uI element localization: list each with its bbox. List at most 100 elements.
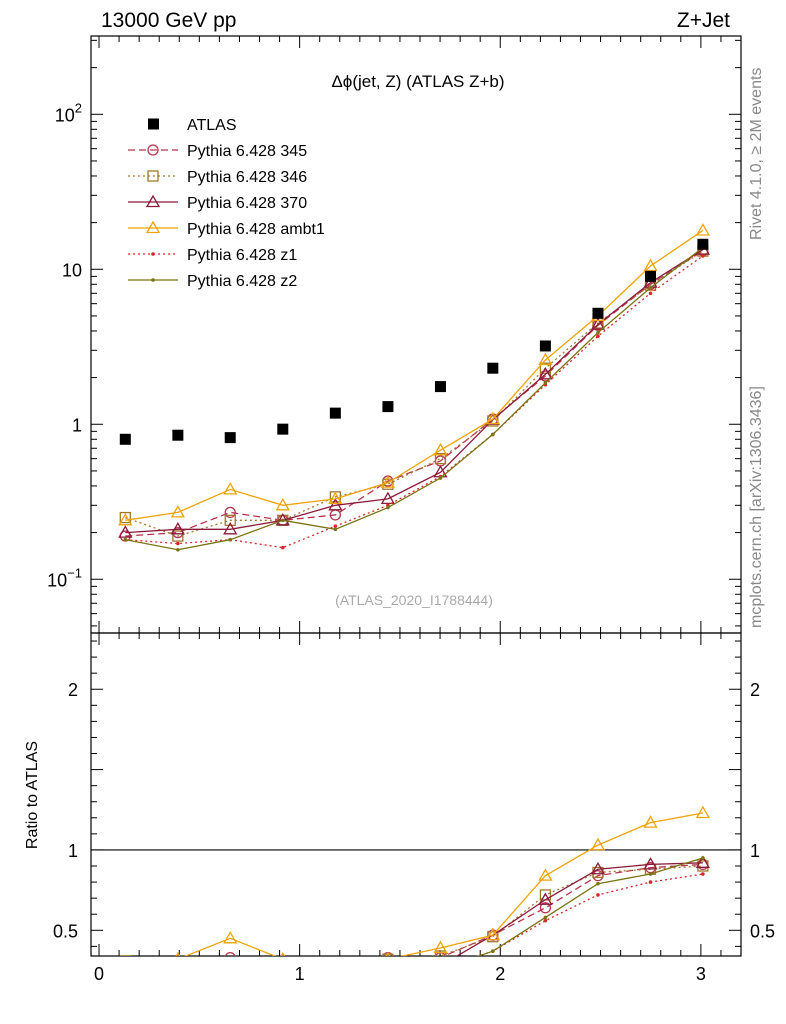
ratio-series — [119, 805, 711, 982]
data-point — [280, 518, 285, 523]
atlas-data-point — [592, 307, 604, 319]
ratio-axis-ticks: 2 2 1 1 0.5 0.5 — [53, 633, 775, 956]
data-point — [439, 967, 443, 971]
ratio-y-tick-label-right: 0.5 — [750, 921, 775, 941]
data-point — [124, 973, 128, 977]
data-point — [543, 915, 548, 920]
data-point — [386, 973, 390, 977]
data-point — [328, 497, 343, 511]
data-point — [438, 476, 443, 480]
atlas-data-point — [119, 433, 131, 445]
data-point — [147, 144, 159, 156]
data-point — [176, 541, 180, 546]
legend: ATLAS Pythia 6.428 345 Pythia 6.428 346 Pyt… — [128, 117, 325, 290]
data-point — [433, 940, 448, 954]
data-point — [695, 223, 711, 236]
legend-label: Pythia 6.428 346 — [187, 169, 307, 186]
legend-label: Pythia 6.428 z2 — [187, 273, 297, 290]
data-point — [170, 522, 185, 535]
data-point — [648, 880, 653, 884]
data-point — [228, 973, 232, 977]
data-point — [386, 972, 390, 976]
x-tick-label: 0 — [94, 964, 104, 984]
data-point — [596, 881, 600, 886]
data-point — [648, 291, 653, 296]
ratio-y-tick-label: 1 — [68, 841, 78, 861]
data-point — [170, 505, 185, 518]
data-point — [145, 194, 161, 208]
atlas-data-point — [172, 429, 184, 441]
energy-label: 13000 GeV pp — [101, 9, 236, 32]
data-point — [280, 545, 285, 550]
data-point — [120, 967, 130, 977]
plot-title: Δϕ(jet, Z) (ATLAS Z+b) — [331, 72, 504, 91]
data-point — [330, 970, 340, 980]
data-point — [176, 977, 180, 981]
data-point — [538, 868, 553, 881]
data-point — [224, 514, 236, 526]
atlas-data-point — [487, 362, 499, 374]
data-point — [278, 964, 288, 974]
ratio-line — [184, 812, 704, 956]
data-point — [643, 258, 658, 272]
data-point — [172, 530, 184, 542]
data-point — [275, 497, 290, 511]
series-line — [125, 255, 704, 549]
legend-label: Pythia 6.428 ambt1 — [187, 221, 325, 238]
data-point — [439, 967, 443, 971]
data-point — [119, 964, 131, 975]
ratio-y-tick-label: 0.5 — [53, 921, 78, 941]
data-point — [380, 475, 396, 488]
data-point — [329, 960, 341, 971]
x-tick-label: 3 — [696, 964, 706, 984]
atlas-data-point — [645, 270, 657, 282]
rivet-label: Rivet 4.1.0, ≥ 2M events — [748, 68, 765, 240]
data-point — [485, 927, 500, 941]
data-point — [119, 511, 131, 524]
data-point — [223, 522, 238, 535]
main-series — [118, 223, 711, 552]
data-point — [491, 432, 495, 437]
data-point — [596, 330, 600, 335]
x-tick-labels: 0 1 2 3 — [94, 964, 706, 984]
ratio-line — [455, 862, 703, 956]
legend-label: Pythia 6.428 345 — [187, 143, 307, 160]
ratio-line — [429, 865, 703, 956]
series-line — [125, 247, 704, 551]
x-tick-label: 1 — [295, 964, 305, 984]
data-point — [224, 506, 236, 519]
data-point — [434, 950, 447, 956]
ratio-y-tick-label-right: 1 — [750, 841, 760, 861]
legend-label: Pythia 6.428 z1 — [187, 247, 297, 264]
data-point — [172, 964, 184, 975]
data-point — [124, 955, 126, 956]
legend-label: ATLAS — [187, 117, 237, 134]
data-point — [173, 967, 183, 977]
atlas-data-point — [329, 407, 341, 419]
ratio-y-label: Ratio to ATLAS — [24, 741, 41, 849]
data-point — [334, 978, 338, 982]
data-point — [225, 959, 235, 969]
data-point — [590, 317, 606, 330]
ratio-line — [442, 863, 703, 956]
data-point — [433, 442, 448, 456]
data-point — [543, 918, 548, 923]
data-point — [118, 525, 133, 538]
data-point — [147, 170, 159, 182]
data-point — [434, 960, 446, 971]
process-label: Z+Jet — [677, 9, 730, 32]
y-tick-label: 10 — [62, 260, 82, 280]
data-point — [539, 362, 552, 374]
data-point — [695, 805, 711, 819]
data-point — [281, 967, 285, 971]
data-point — [118, 513, 133, 526]
data-point — [173, 970, 183, 980]
data-point — [648, 285, 653, 290]
data-point — [701, 254, 705, 258]
atlas-data-point — [224, 432, 236, 444]
data-point — [224, 951, 236, 956]
analysis-watermark: (ATLAS_2020_I1788444) — [335, 592, 493, 608]
y-tick-label: 1 — [72, 415, 82, 435]
y-tick-label: 102 — [55, 100, 82, 125]
